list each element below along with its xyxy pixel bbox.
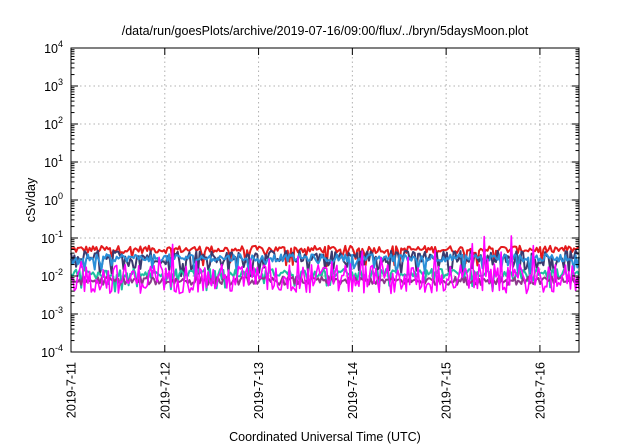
series-line xyxy=(70,253,580,278)
x-tick-label: 2019-7-16 xyxy=(533,362,547,419)
axis-ticks xyxy=(70,47,579,353)
y-tick-label: 10-1 xyxy=(41,229,63,246)
y-tick-label: 103 xyxy=(44,77,63,94)
x-tick-label: 2019-7-14 xyxy=(346,362,360,419)
y-tick-label: 102 xyxy=(44,115,63,132)
x-tick-label: 2019-7-12 xyxy=(158,362,172,419)
y-tick-label: 100 xyxy=(44,191,63,208)
chart-title: /data/run/goesPlots/archive/2019-07-16/0… xyxy=(122,24,529,38)
series-line xyxy=(70,235,580,295)
series-line xyxy=(70,275,580,286)
x-tick-label: 2019-7-13 xyxy=(252,362,266,419)
y-tick-label: 10-3 xyxy=(41,305,63,322)
plot-frame xyxy=(70,47,580,353)
y-axis-label: cSv/day xyxy=(24,177,38,222)
series-layer xyxy=(70,235,580,295)
y-tick-label: 10-4 xyxy=(41,343,63,360)
y-tick-label: 101 xyxy=(44,153,63,170)
grid-lines xyxy=(71,48,579,352)
x-tick-label: 2019-7-11 xyxy=(65,362,79,418)
x-tick-labels: 2019-7-11 2019-7-12 2019-7-13 2019-7-14 2019… xyxy=(65,362,548,419)
y-tick-label: 10-2 xyxy=(41,267,63,284)
x-axis-label: Coordinated Universal Time (UTC) xyxy=(229,430,421,444)
x-tick-label: 2019-7-15 xyxy=(440,362,454,419)
y-tick-labels: 10-4 10-3 10-2 10-1 100 101 102 103 104 xyxy=(41,39,63,360)
y-tick-label: 104 xyxy=(44,39,63,56)
